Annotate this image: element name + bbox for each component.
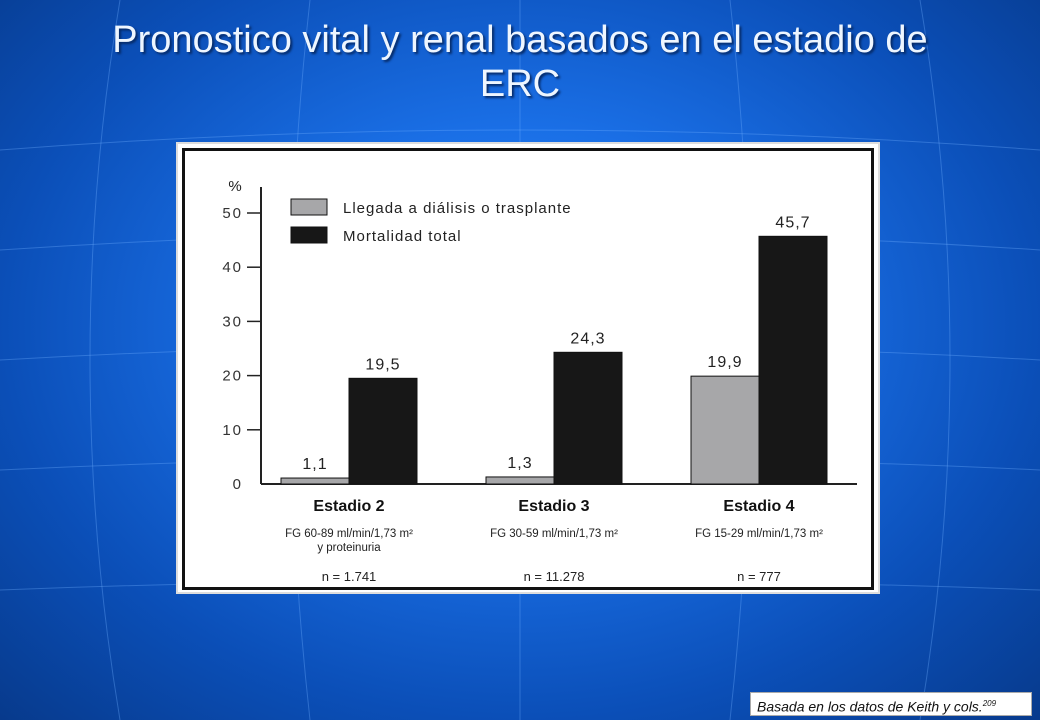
legend-label: Mortalidad total bbox=[343, 228, 462, 245]
bar bbox=[485, 476, 555, 485]
x-category-note: y proteinuria bbox=[317, 542, 381, 554]
y-tick-label: 50 bbox=[222, 205, 243, 222]
y-tick-label: 10 bbox=[222, 422, 243, 439]
bar bbox=[280, 477, 350, 485]
slide-title-line1: Pronostico vital y renal basados en el e… bbox=[112, 19, 928, 61]
x-category-n: n = 777 bbox=[737, 569, 781, 584]
bar-value-label: 1,1 bbox=[302, 456, 327, 473]
legend-swatch bbox=[290, 198, 328, 216]
y-tick-label: 0 bbox=[233, 476, 243, 493]
x-category-n: n = 1.741 bbox=[322, 569, 377, 584]
x-category-note: FG 15-29 ml/min/1,73 m² bbox=[695, 528, 823, 540]
bar-value-label: 1,3 bbox=[507, 455, 532, 472]
bar-value-label: 19,5 bbox=[365, 356, 400, 373]
x-category-note: FG 60-89 ml/min/1,73 m² bbox=[285, 528, 413, 540]
x-category-label: Estadio 2 bbox=[313, 498, 384, 515]
x-category-n: n = 11.278 bbox=[524, 569, 585, 584]
slide-title-line2: ERC bbox=[479, 63, 561, 105]
y-tick-label: 20 bbox=[222, 368, 243, 385]
bar-value-label: 45,7 bbox=[775, 214, 810, 231]
bar bbox=[553, 351, 623, 485]
chart-frame: % 0 10 20 30 40 50 Llegada a diálisis o traspla… bbox=[176, 142, 880, 594]
bar bbox=[690, 375, 760, 485]
bar bbox=[348, 377, 418, 485]
source-note-text: Basada en los datos de Keith y cols. bbox=[757, 698, 983, 715]
bar bbox=[758, 235, 828, 485]
bar-value-label: 19,9 bbox=[707, 354, 742, 371]
slide-title: Pronostico vital y renal basados en el e… bbox=[20, 18, 1020, 106]
bar-value-label: 24,3 bbox=[570, 330, 605, 347]
bar-chart: % 0 10 20 30 40 50 Llegada a diálisis o traspla… bbox=[222, 178, 857, 584]
legend-label: Llegada a diálisis o trasplante bbox=[343, 200, 572, 217]
legend-swatch bbox=[290, 226, 328, 244]
chart-panel: % 0 10 20 30 40 50 Llegada a diálisis o traspla… bbox=[182, 148, 874, 590]
y-tick-label: 30 bbox=[222, 313, 243, 330]
x-category-label: Estadio 3 bbox=[518, 498, 589, 515]
y-tick-label: 40 bbox=[222, 259, 243, 276]
x-category-note: FG 30-59 ml/min/1,73 m² bbox=[490, 528, 618, 540]
x-category-label: Estadio 4 bbox=[723, 498, 794, 515]
source-note: Basada en los datos de Keith y cols.209 bbox=[750, 692, 1032, 716]
source-note-ref: 209 bbox=[982, 699, 997, 708]
y-axis-unit-label: % bbox=[228, 178, 241, 195]
